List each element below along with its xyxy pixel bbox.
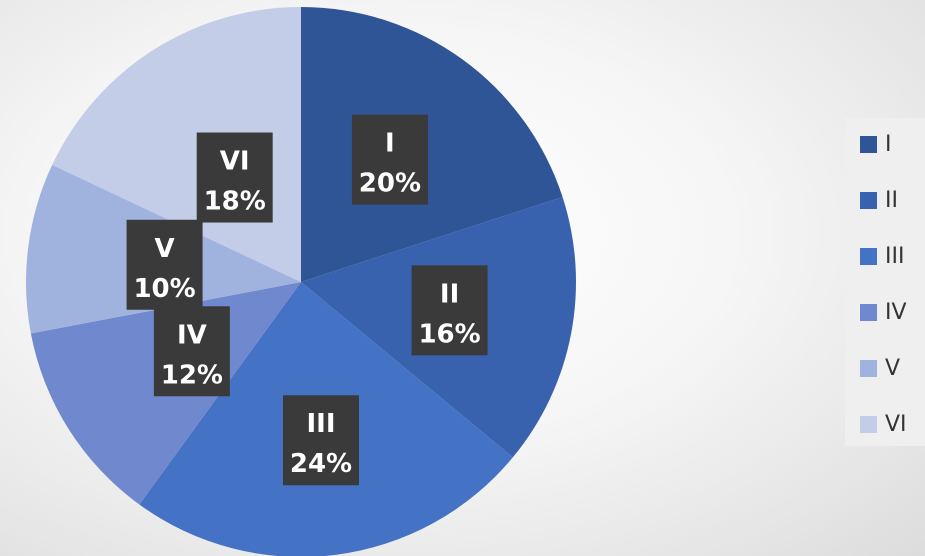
legend-swatch bbox=[860, 359, 877, 377]
data-label-value: 12% bbox=[161, 360, 223, 390]
data-label-iii: III 24% bbox=[282, 395, 359, 486]
data-label-value: 18% bbox=[204, 187, 266, 217]
legend-swatch bbox=[860, 191, 877, 209]
data-label-v: V 10% bbox=[126, 219, 203, 310]
data-label-value: 16% bbox=[418, 319, 480, 349]
data-label-box bbox=[411, 265, 488, 356]
data-label-category: II bbox=[440, 279, 459, 309]
data-label-category: IV bbox=[177, 320, 207, 350]
legend-label: V bbox=[885, 355, 901, 381]
pie-slice-i bbox=[301, 7, 563, 282]
data-label-value: 24% bbox=[290, 449, 352, 479]
legend-item-vi: VI bbox=[860, 411, 907, 437]
legend-swatch bbox=[860, 415, 877, 433]
legend-item-ii: II bbox=[860, 187, 898, 213]
data-label-category: I bbox=[385, 129, 395, 159]
data-label-category: VI bbox=[220, 147, 250, 177]
data-label-vi: VI 18% bbox=[196, 132, 273, 223]
data-label-iv: IV 12% bbox=[153, 306, 230, 397]
data-label-box bbox=[153, 306, 230, 397]
data-label-box bbox=[126, 219, 203, 310]
legend-item-i: I bbox=[860, 131, 892, 157]
data-label-ii: II 16% bbox=[411, 265, 488, 356]
legend-swatch bbox=[860, 303, 877, 321]
data-label-box bbox=[282, 395, 359, 486]
legend-label: IV bbox=[885, 299, 907, 325]
legend-label: I bbox=[885, 131, 892, 157]
legend-label: VI bbox=[885, 411, 907, 437]
pie-data-labels: I 20% II 16% III 24% IV 12% V 10% VI 18% bbox=[126, 114, 488, 486]
legend: I II III IV V VI bbox=[845, 118, 925, 446]
legend-label: II bbox=[885, 187, 898, 213]
data-label-box bbox=[351, 114, 428, 205]
legend-item-iv: IV bbox=[860, 299, 907, 325]
legend-label: III bbox=[885, 243, 905, 269]
legend-item-v: V bbox=[860, 355, 901, 381]
data-label-value: 10% bbox=[133, 274, 195, 304]
legend-swatch bbox=[860, 135, 877, 153]
legend-item-iii: III bbox=[860, 243, 905, 269]
legend-swatch bbox=[860, 247, 877, 265]
data-label-value: 20% bbox=[359, 169, 421, 199]
data-label-category: V bbox=[155, 234, 175, 264]
data-label-box bbox=[196, 132, 273, 223]
data-label-category: III bbox=[306, 409, 335, 439]
data-label-i: I 20% bbox=[351, 114, 428, 205]
